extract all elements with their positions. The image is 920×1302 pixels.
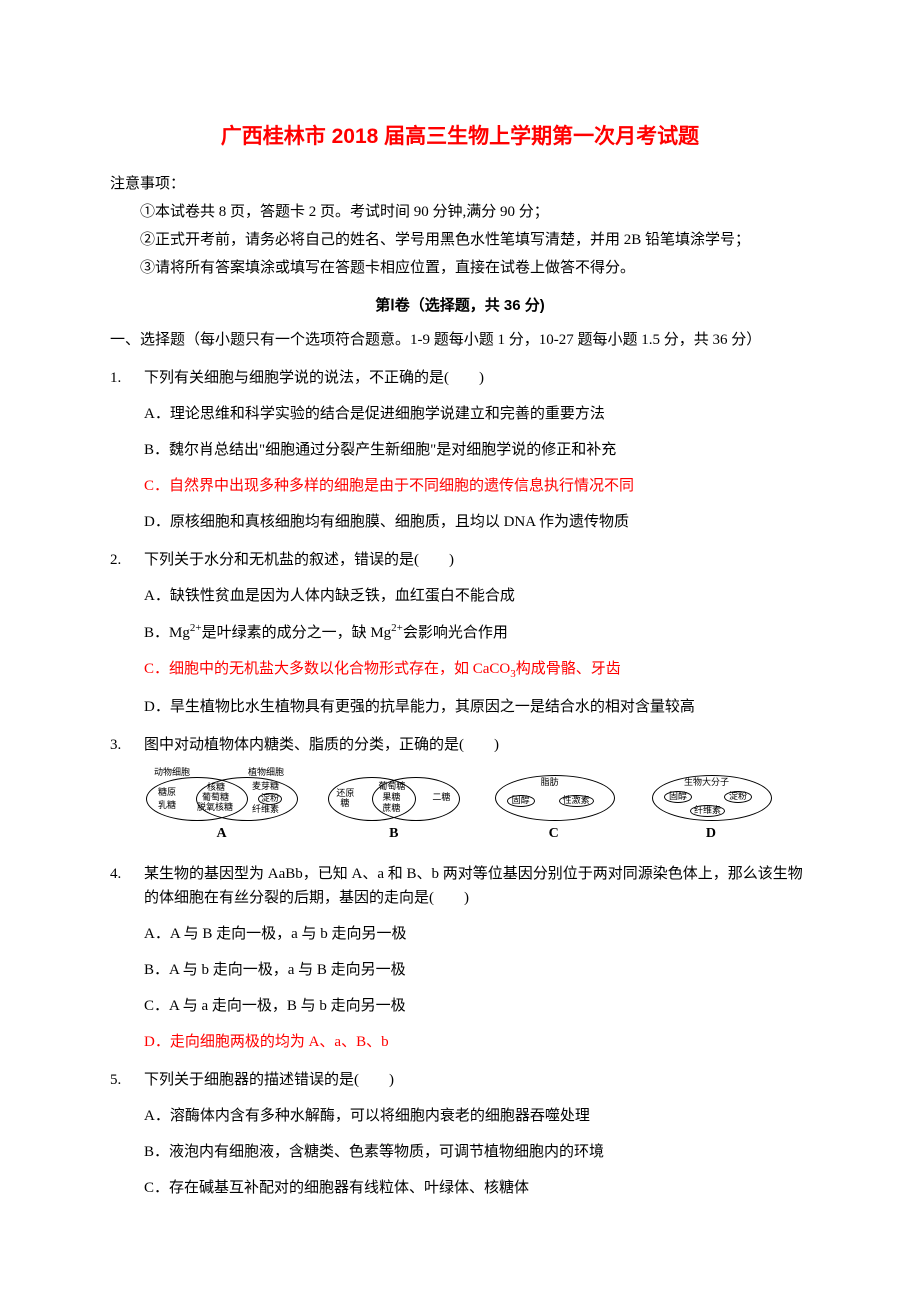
text-hormone: 性激素 bbox=[559, 795, 594, 807]
q1-option-a: A．理论思维和科学实验的结合是促进细胞学说建立和完善的重要方法 bbox=[110, 402, 810, 426]
diagram-c-label: C bbox=[549, 823, 559, 845]
question-stem: 下列关于水分和无机盐的叙述，错误的是( ) bbox=[144, 548, 810, 572]
q2-option-a: A．缺铁性贫血是因为人体内缺乏铁，血红蛋白不能合成 bbox=[110, 584, 810, 608]
q2-option-b: B．Mg2+是叶绿素的成分之一，缺 Mg2+会影响光合作用 bbox=[110, 620, 810, 645]
question-stem: 下列有关细胞与细胞学说的说法，不正确的是( ) bbox=[144, 366, 810, 390]
text-disaccharide: 二糖 bbox=[432, 793, 450, 803]
text-glycogen: 糖原 bbox=[158, 788, 176, 798]
q2c-pre: C．细胞中的无机盐大多数以化合物形式存在，如 CaCO bbox=[144, 661, 510, 677]
q5-option-b: B．液泡内有细胞液，含糖类、色素等物质，可调节植物细胞内的环境 bbox=[110, 1140, 810, 1164]
superscript: 2+ bbox=[391, 622, 403, 634]
label-plant-cell: 植物细胞 bbox=[248, 768, 284, 777]
text-sterol-c: 固醇 bbox=[507, 795, 535, 807]
notice-item-3: ③请将所有答案填涂或填写在答题卡相应位置，直接在试卷上做答不得分。 bbox=[110, 256, 810, 280]
section-header: 第Ⅰ卷（选择题，共 36 分) bbox=[110, 294, 810, 318]
question-number: 3. bbox=[110, 733, 144, 757]
text-cellulose-d: 纤维素 bbox=[690, 805, 725, 817]
question-number: 1. bbox=[110, 366, 144, 390]
text-glucose-b: 葡萄糖 bbox=[378, 782, 405, 792]
q2-option-d: D．旱生植物比水生植物具有更强的抗旱能力，其原因之一是结合水的相对含量较高 bbox=[110, 695, 810, 719]
label-animal-cell: 动物细胞 bbox=[154, 768, 190, 777]
exam-title: 广西桂林市 2018 届高三生物上学期第一次月考试题 bbox=[110, 120, 810, 154]
notice-item-1: ①本试卷共 8 页，答题卡 2 页。考试时间 90 分钟,满分 90 分； bbox=[110, 200, 810, 224]
text-maltose: 麦芽糖 bbox=[252, 782, 279, 792]
diagram-c: 脂肪 固醇 性激素 C bbox=[489, 771, 619, 845]
notice-item-2: ②正式开考前，请务必将自己的姓名、学号用黑色水性笔填写清楚，并用 2B 铅笔填涂… bbox=[110, 228, 810, 252]
diagram-b-label: B bbox=[389, 823, 398, 845]
question-stem: 下列关于细胞器的描述错误的是( ) bbox=[144, 1068, 810, 1092]
q4-option-d: D．走向细胞两极的均为 A、a、B、b bbox=[110, 1030, 810, 1054]
q4-option-b: B．A 与 b 走向一极，a 与 B 走向另一极 bbox=[110, 958, 810, 982]
diagram-a-label: A bbox=[216, 823, 226, 845]
q5-option-a: A．溶酶体内含有多种水解酶，可以将细胞内衰老的细胞器吞噬处理 bbox=[110, 1104, 810, 1128]
text-starch-d: 淀粉 bbox=[724, 791, 752, 803]
text-fat: 脂肪 bbox=[541, 778, 559, 788]
q5-option-c: C．存在碱基互补配对的细胞器有线粒体、叶绿体、核糖体 bbox=[110, 1176, 810, 1200]
question-2: 2. 下列关于水分和无机盐的叙述，错误的是( ) bbox=[110, 548, 810, 572]
question-4: 4. 某生物的基因型为 AaBb，已知 A、a 和 B、b 两对等位基因分别位于… bbox=[110, 862, 810, 910]
notice-label: 注意事项： bbox=[110, 172, 810, 196]
question-stem: 图中对动植物体内糖类、脂质的分类，正确的是( ) bbox=[144, 733, 810, 757]
text-sterol-d: 固醇 bbox=[664, 791, 692, 803]
text-lactose: 乳糖 bbox=[158, 801, 176, 811]
diagram-d: 生物大分子 固醇 淀粉 纤维素 D bbox=[646, 771, 776, 845]
text-biomacro: 生物大分子 bbox=[684, 778, 729, 788]
superscript: 2+ bbox=[190, 622, 202, 634]
question-number: 4. bbox=[110, 862, 144, 910]
question-1: 1. 下列有关细胞与细胞学说的说法，不正确的是( ) bbox=[110, 366, 810, 390]
text-cellulose: 纤维素 bbox=[252, 805, 279, 815]
q2c-post: 构成骨骼、牙齿 bbox=[516, 661, 621, 677]
question-number: 5. bbox=[110, 1068, 144, 1092]
q2b-mid: 是叶绿素的成分之一，缺 Mg bbox=[202, 625, 392, 641]
venn-diagram-row: 动物细胞 植物细胞 糖原 乳糖 核糖 葡萄糖 脱氧核糖 麦芽糖 淀粉 纤维素 A… bbox=[110, 765, 810, 847]
diagram-d-label: D bbox=[706, 823, 716, 845]
q1-option-c: C．自然界中出现多种多样的细胞是由于不同细胞的遗传信息执行情况不同 bbox=[110, 474, 810, 498]
q2b-pre: B．Mg bbox=[144, 625, 190, 641]
q4-option-c: C．A 与 a 走向一极，B 与 b 走向另一极 bbox=[110, 994, 810, 1018]
section-instructions: 一、选择题（每小题只有一个选项符合题意。1-9 题每小题 1 分，10-27 题… bbox=[110, 328, 810, 352]
text-sucrose: 蔗糖 bbox=[382, 804, 400, 814]
text-fructose: 果糖 bbox=[382, 793, 400, 803]
text-deoxyribose: 脱氧核糖 bbox=[197, 803, 233, 813]
q4-option-a: A．A 与 B 走向一极，a 与 b 走向另一极 bbox=[110, 922, 810, 946]
q1-option-b: B．魏尔肖总结出"细胞通过分裂产生新细胞"是对细胞学说的修正和补充 bbox=[110, 438, 810, 462]
question-number: 2. bbox=[110, 548, 144, 572]
question-stem: 某生物的基因型为 AaBb，已知 A、a 和 B、b 两对等位基因分别位于两对同… bbox=[144, 862, 810, 910]
text-sugar: 糖 bbox=[340, 799, 349, 809]
q1-option-d: D．原核细胞和真核细胞均有细胞膜、细胞质，且均以 DNA 作为遗传物质 bbox=[110, 510, 810, 534]
diagram-a: 动物细胞 植物细胞 糖原 乳糖 核糖 葡萄糖 脱氧核糖 麦芽糖 淀粉 纤维素 A bbox=[144, 771, 299, 845]
q2-option-c: C．细胞中的无机盐大多数以化合物形式存在，如 CaCO3构成骨骼、牙齿 bbox=[110, 657, 810, 684]
question-5: 5. 下列关于细胞器的描述错误的是( ) bbox=[110, 1068, 810, 1092]
diagram-b: 还原 糖 葡萄糖 果糖 蔗糖 二糖 B bbox=[326, 771, 461, 845]
q2b-post: 会影响光合作用 bbox=[403, 625, 508, 641]
question-3: 3. 图中对动植物体内糖类、脂质的分类，正确的是( ) bbox=[110, 733, 810, 757]
